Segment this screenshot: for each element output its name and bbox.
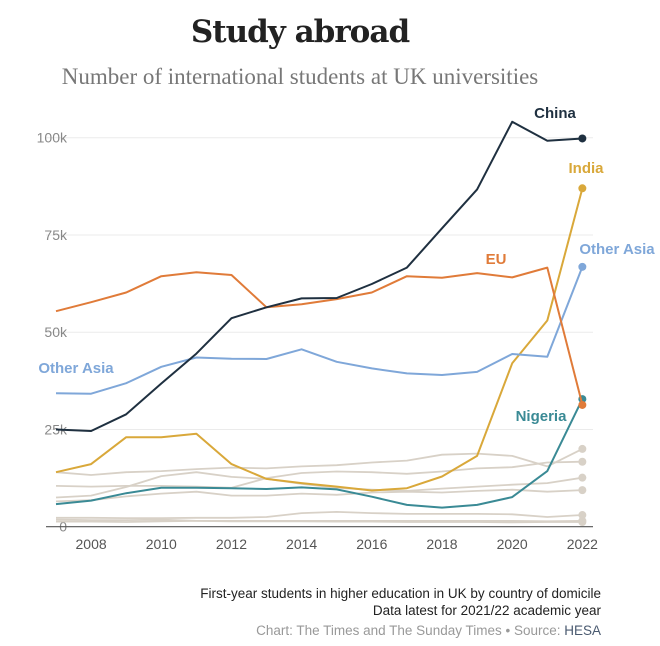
x-tick-label: 2008 [76, 536, 107, 552]
chart-title: Study abroad [190, 14, 410, 50]
end-point [578, 473, 587, 482]
series-line-eu [55, 266, 584, 406]
x-tick-label: 2014 [286, 536, 317, 552]
source-link[interactable]: HESA [564, 623, 601, 638]
series-line-other [56, 520, 583, 523]
end-point [578, 262, 587, 271]
series-line-nigeria [55, 398, 584, 509]
end-point [578, 486, 587, 495]
end-point [578, 511, 587, 520]
end-point [578, 516, 587, 525]
credit-text: Chart: The Times and The Sunday Times • … [256, 623, 565, 638]
end-point [578, 184, 587, 193]
series-line-other-asia [55, 266, 584, 395]
label-nigeria: Nigeria [516, 408, 568, 425]
x-tick-label: 2022 [567, 536, 598, 552]
y-tick-label: 50k [44, 324, 68, 340]
end-point [578, 444, 587, 453]
x-tick-label: 2020 [497, 536, 528, 552]
series-line-other [55, 448, 583, 476]
series-line-other [55, 460, 583, 489]
series-line-other [55, 488, 583, 503]
series-line-china [55, 120, 583, 432]
y-tick-label: 75k [44, 227, 68, 243]
series-line-india [55, 188, 584, 492]
label-eu: EU [486, 251, 507, 268]
footnote-description: First-year students in higher education … [200, 586, 601, 601]
end-point [578, 400, 587, 409]
credit-line: Chart: The Times and The Sunday Times • … [256, 623, 601, 638]
label-india: India [568, 160, 604, 177]
x-tick-label: 2012 [216, 536, 247, 552]
label-other-asia-left: Other Asia [38, 360, 114, 377]
label-other-asia-right: Other Asia [579, 241, 655, 258]
end-point [578, 457, 587, 466]
series-line-other [56, 511, 583, 519]
x-tick-label: 2018 [426, 536, 457, 552]
y-tick-label: 100k [37, 130, 68, 146]
label-china: China [534, 105, 576, 122]
x-tick-label: 2010 [146, 536, 177, 552]
footnote-data-date: Data latest for 2021/22 academic year [372, 603, 601, 618]
end-point [578, 134, 587, 143]
x-tick-label: 2016 [356, 536, 387, 552]
chart-subtitle: Number of international students at UK u… [61, 64, 539, 89]
